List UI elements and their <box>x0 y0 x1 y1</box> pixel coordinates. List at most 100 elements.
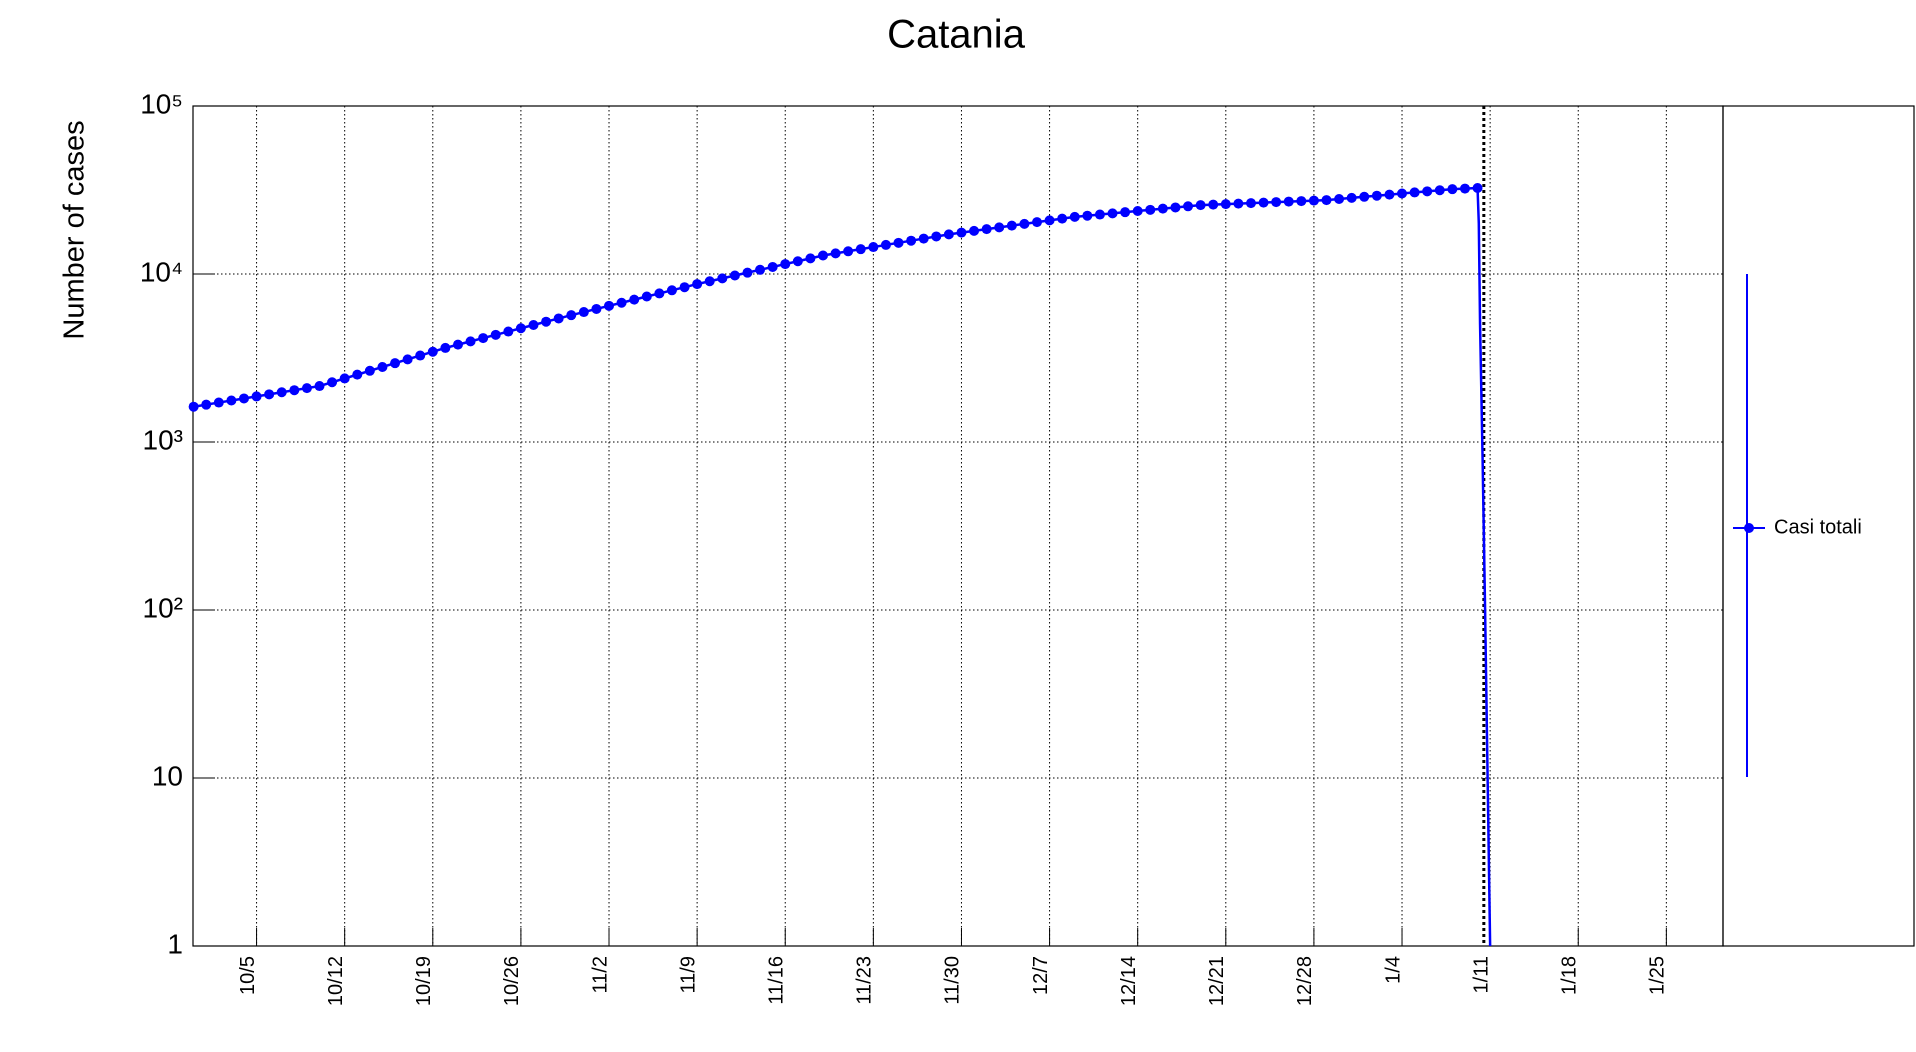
data-point <box>616 297 627 308</box>
data-point <box>931 231 942 242</box>
data-point <box>742 267 753 278</box>
data-point <box>1296 196 1307 207</box>
data-point <box>1271 197 1282 208</box>
x-tick-label: 11/23 <box>854 956 876 1005</box>
data-point <box>1044 215 1055 226</box>
data-point <box>1334 193 1345 204</box>
data-point <box>1057 213 1068 224</box>
data-point <box>906 235 917 246</box>
y-tick-label: 10 <box>152 760 183 791</box>
data-point <box>541 316 552 327</box>
data-point <box>1120 207 1131 218</box>
data-point <box>578 307 589 318</box>
data-point <box>755 264 766 275</box>
data-point <box>843 246 854 257</box>
data-point <box>1082 210 1093 221</box>
data-point <box>1397 188 1408 199</box>
legend-label: Casi totali <box>1774 516 1862 538</box>
data-point <box>1170 202 1181 213</box>
x-tick-label: 1/11 <box>1470 956 1492 993</box>
data-point <box>1308 195 1319 206</box>
y-tick-label: 10³ <box>143 424 183 455</box>
data-point <box>427 346 438 357</box>
data-point <box>1384 189 1395 200</box>
data-point <box>452 339 463 350</box>
data-point <box>1258 197 1269 208</box>
data-point <box>717 273 728 284</box>
data-point <box>1031 217 1042 228</box>
x-tick-label: 10/19 <box>413 956 435 1006</box>
chart-title: Catania <box>887 13 1026 57</box>
data-point <box>1195 200 1206 211</box>
data-point <box>805 253 816 264</box>
y-tick-label: 10² <box>143 592 183 623</box>
data-point <box>1132 205 1143 216</box>
data-point <box>629 294 640 305</box>
data-point <box>213 397 224 408</box>
data-point <box>440 342 451 353</box>
data-point <box>1371 190 1382 201</box>
x-tick-label: 11/16 <box>766 956 788 1005</box>
data-point <box>918 233 929 244</box>
data-point <box>503 326 514 337</box>
plot-frame <box>192 105 1724 947</box>
data-point <box>339 373 350 384</box>
y-axis-label: Number of cases <box>59 120 91 339</box>
data-point <box>1422 186 1433 197</box>
data-point <box>704 276 715 287</box>
data-point <box>1094 209 1105 220</box>
data-point <box>1434 185 1445 196</box>
data-point <box>855 244 866 255</box>
data-point <box>1006 220 1017 231</box>
x-tick-label: 10/26 <box>501 956 523 1006</box>
data-point <box>818 250 828 261</box>
x-tick-label: 10/12 <box>325 956 347 1006</box>
data-point <box>1245 198 1256 209</box>
data-point <box>465 336 476 347</box>
x-tick-label: 11/2 <box>589 956 611 993</box>
data-point <box>364 365 375 376</box>
data-point <box>478 333 489 344</box>
data-point <box>201 399 212 410</box>
data-point <box>276 387 287 398</box>
data-point <box>251 391 262 402</box>
data-point <box>1283 196 1294 207</box>
x-tick-label: 1/4 <box>1382 956 1404 984</box>
data-point <box>641 291 652 302</box>
data-point <box>729 270 740 281</box>
y-tick-label: 1 <box>167 928 183 959</box>
y-tick-label: 10⁵ <box>140 88 183 119</box>
y-tick-label: 10⁴ <box>140 256 183 287</box>
data-point <box>1145 204 1156 215</box>
data-point <box>1409 187 1420 198</box>
data-point <box>566 310 577 321</box>
data-point <box>1321 195 1332 206</box>
x-tick-label: 12/28 <box>1294 956 1316 1006</box>
x-tick-label: 12/7 <box>1030 956 1052 995</box>
data-point <box>515 323 526 334</box>
data-point <box>1019 218 1030 229</box>
data-point <box>528 319 539 330</box>
data-point <box>780 259 791 270</box>
x-tick-label: 12/14 <box>1118 956 1140 1006</box>
data-point <box>264 389 275 400</box>
data-point <box>792 256 803 267</box>
data-point <box>1447 184 1458 195</box>
data-point <box>1107 208 1118 219</box>
data-point <box>893 237 904 248</box>
data-point <box>1183 201 1194 212</box>
series-line <box>193 186 1478 408</box>
data-point <box>1346 192 1357 203</box>
data-point <box>553 313 564 324</box>
data-point <box>301 383 312 394</box>
data-point <box>314 381 325 392</box>
data-point <box>490 329 501 340</box>
data-point <box>1069 211 1080 222</box>
data-point <box>868 242 879 253</box>
data-point <box>390 358 401 369</box>
series-line <box>1476 187 1492 947</box>
legend-marker <box>1744 523 1754 533</box>
data-point <box>1359 191 1370 202</box>
data-point <box>994 222 1005 233</box>
